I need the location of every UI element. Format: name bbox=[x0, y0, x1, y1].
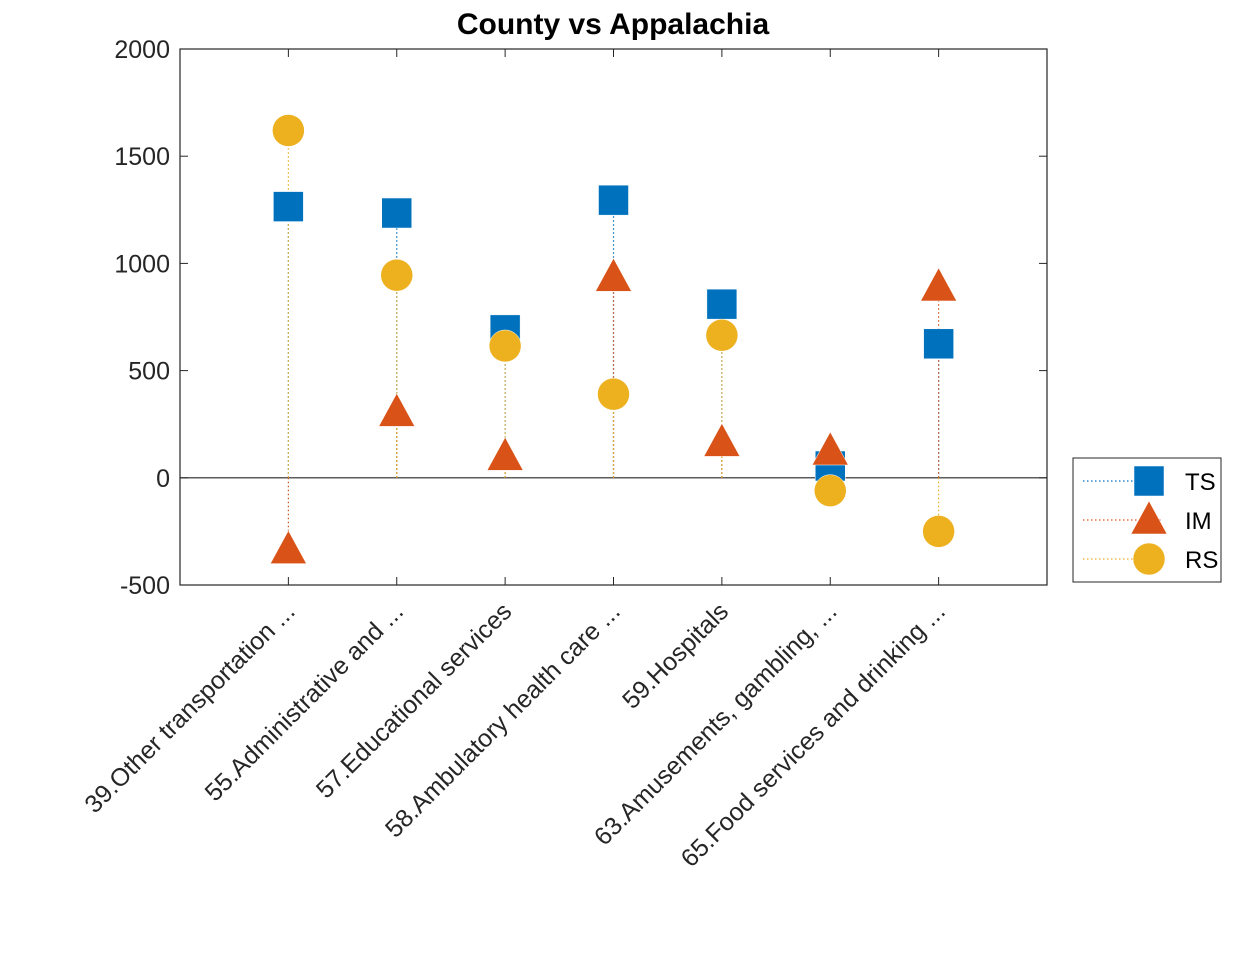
marker-im bbox=[811, 431, 849, 466]
marker-ts bbox=[598, 184, 629, 216]
y-tick-label: 2000 bbox=[114, 36, 170, 64]
marker-rs bbox=[380, 258, 413, 292]
y-tick-label: 500 bbox=[128, 358, 170, 386]
marker-ts bbox=[706, 288, 738, 320]
legend-marker-rs bbox=[1132, 542, 1166, 576]
marker-rs bbox=[272, 114, 305, 147]
legend-label-rs: RS bbox=[1185, 547, 1218, 574]
x-tick-label: 57.Educational services bbox=[311, 597, 518, 804]
marker-rs bbox=[597, 377, 630, 411]
y-tick-label: 0 bbox=[156, 465, 170, 493]
marker-rs bbox=[814, 474, 847, 507]
y-tick-label: -500 bbox=[120, 572, 170, 600]
plot-area: -500 0 500 1000 1500 2000 39.Other transportat… bbox=[79, 36, 1048, 873]
legend-marker-ts bbox=[1133, 465, 1165, 497]
y-tick-label: 1500 bbox=[114, 143, 170, 171]
marker-ts bbox=[923, 328, 954, 360]
marker-rs bbox=[488, 329, 522, 363]
legend-marker-im bbox=[1130, 500, 1168, 535]
marker-im bbox=[486, 436, 524, 471]
marker-im bbox=[920, 267, 958, 302]
legend: TS IM RS bbox=[1072, 457, 1222, 583]
marker-im bbox=[269, 530, 307, 564]
chart-title: County vs Appalachia bbox=[457, 8, 770, 41]
x-tick-label: 59.Hospitals bbox=[617, 597, 734, 714]
marker-rs bbox=[922, 515, 955, 548]
marker-ts bbox=[273, 191, 304, 222]
x-tick-label: 58.Ambulatory health care ... bbox=[380, 597, 626, 843]
marker-im bbox=[703, 422, 741, 457]
y-tick-label: 1000 bbox=[114, 250, 170, 278]
legend-label-im: IM bbox=[1185, 508, 1212, 535]
x-tick-label: 39.Other transportation ... bbox=[79, 597, 300, 818]
marker-rs bbox=[705, 318, 739, 352]
x-tick-label: 55.Administrative and ... bbox=[200, 597, 409, 806]
marker-ts bbox=[381, 197, 412, 229]
marker-im bbox=[595, 257, 632, 292]
marker-im bbox=[378, 392, 416, 427]
legend-label-ts: TS bbox=[1185, 469, 1216, 496]
